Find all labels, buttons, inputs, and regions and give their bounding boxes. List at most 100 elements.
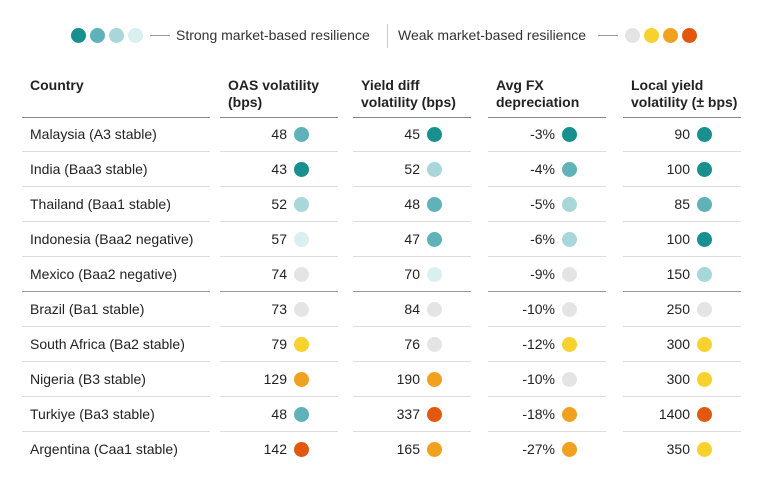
cell-value: 100 xyxy=(666,231,690,247)
cell-value: -5% xyxy=(530,196,555,212)
status-dot xyxy=(697,302,712,317)
cell-value: 85 xyxy=(674,196,690,212)
status-dot xyxy=(294,407,309,422)
status-dot xyxy=(562,232,577,247)
cell-value: 142 xyxy=(263,441,287,457)
status-dot xyxy=(697,337,712,352)
row-rule xyxy=(488,291,606,292)
column-header: Country xyxy=(30,77,84,93)
status-dot xyxy=(294,197,309,212)
status-dot xyxy=(562,197,577,212)
status-dot xyxy=(294,162,309,177)
cell-value: 79 xyxy=(271,336,287,352)
cell-value: 300 xyxy=(666,371,690,387)
row-rule xyxy=(22,256,210,257)
status-dot xyxy=(697,372,712,387)
row-rule xyxy=(488,396,606,397)
status-dot xyxy=(562,127,577,142)
status-dot xyxy=(427,162,442,177)
cell-value: -10% xyxy=(522,371,555,387)
cell-value: -12% xyxy=(522,336,555,352)
cell-value: -4% xyxy=(530,161,555,177)
row-rule xyxy=(22,361,210,362)
row-rule xyxy=(488,256,606,257)
row-rule xyxy=(22,431,210,432)
legend-dot xyxy=(128,28,143,43)
row-rule xyxy=(353,221,471,222)
row-rule xyxy=(220,396,338,397)
cell-value: 90 xyxy=(674,126,690,142)
row-rule xyxy=(22,326,210,327)
status-dot xyxy=(427,127,442,142)
row-rule xyxy=(488,431,606,432)
status-dot xyxy=(427,197,442,212)
row-rule xyxy=(488,326,606,327)
row-rule xyxy=(353,326,471,327)
legend-dot xyxy=(682,28,697,43)
row-rule xyxy=(623,396,741,397)
row-rule xyxy=(220,186,338,187)
row-rule xyxy=(353,151,471,152)
row-rule xyxy=(488,151,606,152)
cell-value: 52 xyxy=(271,196,287,212)
status-dot xyxy=(427,337,442,352)
status-dot xyxy=(294,127,309,142)
status-dot xyxy=(562,407,577,422)
cell-value: 43 xyxy=(271,161,287,177)
row-rule xyxy=(22,221,210,222)
status-dot xyxy=(562,337,577,352)
cell-value: 150 xyxy=(666,266,690,282)
legend-dot xyxy=(644,28,659,43)
row-rule xyxy=(22,291,210,292)
row-rule xyxy=(22,151,210,152)
legend-strong-label: Strong market-based resilience xyxy=(176,27,370,43)
legend-dot xyxy=(625,28,640,43)
status-dot xyxy=(427,407,442,422)
header-rule xyxy=(22,117,210,118)
column-header: OAS volatility (bps) xyxy=(228,77,320,110)
column-header: Yield diff volatility (bps) xyxy=(361,77,456,110)
status-dot xyxy=(697,127,712,142)
column-header: Avg FX depreciation xyxy=(496,77,580,110)
status-dot xyxy=(697,407,712,422)
status-dot xyxy=(427,302,442,317)
status-dot xyxy=(697,197,712,212)
row-rule xyxy=(623,291,741,292)
status-dot xyxy=(697,442,712,457)
row-rule xyxy=(623,151,741,152)
row-rule xyxy=(623,186,741,187)
cell-value: 47 xyxy=(404,231,420,247)
legend-arrow xyxy=(150,35,170,36)
row-rule xyxy=(353,291,471,292)
status-dot xyxy=(562,267,577,282)
header-rule xyxy=(353,117,471,118)
status-dot xyxy=(294,372,309,387)
row-rule xyxy=(220,221,338,222)
country: Brazil (Ba1 stable) xyxy=(30,301,145,317)
cell-value: 100 xyxy=(666,161,690,177)
row-rule xyxy=(353,396,471,397)
cell-value: 190 xyxy=(396,371,420,387)
legend-dot xyxy=(663,28,678,43)
row-rule xyxy=(353,361,471,362)
legend-dot xyxy=(71,28,86,43)
status-dot xyxy=(294,232,309,247)
cell-value: -6% xyxy=(530,231,555,247)
legend-dot xyxy=(109,28,124,43)
legend-divider xyxy=(387,24,388,48)
status-dot xyxy=(697,232,712,247)
legend-dot xyxy=(90,28,105,43)
status-dot xyxy=(427,442,442,457)
cell-value: 84 xyxy=(404,301,420,317)
row-rule xyxy=(220,431,338,432)
cell-value: -9% xyxy=(530,266,555,282)
cell-value: 57 xyxy=(271,231,287,247)
legend-arrow xyxy=(598,35,618,36)
row-rule xyxy=(220,361,338,362)
cell-value: 45 xyxy=(404,126,420,142)
country: Mexico (Baa2 negative) xyxy=(30,266,178,282)
country: Malaysia (A3 stable) xyxy=(30,126,157,142)
row-rule xyxy=(353,186,471,187)
cell-value: -18% xyxy=(522,406,555,422)
